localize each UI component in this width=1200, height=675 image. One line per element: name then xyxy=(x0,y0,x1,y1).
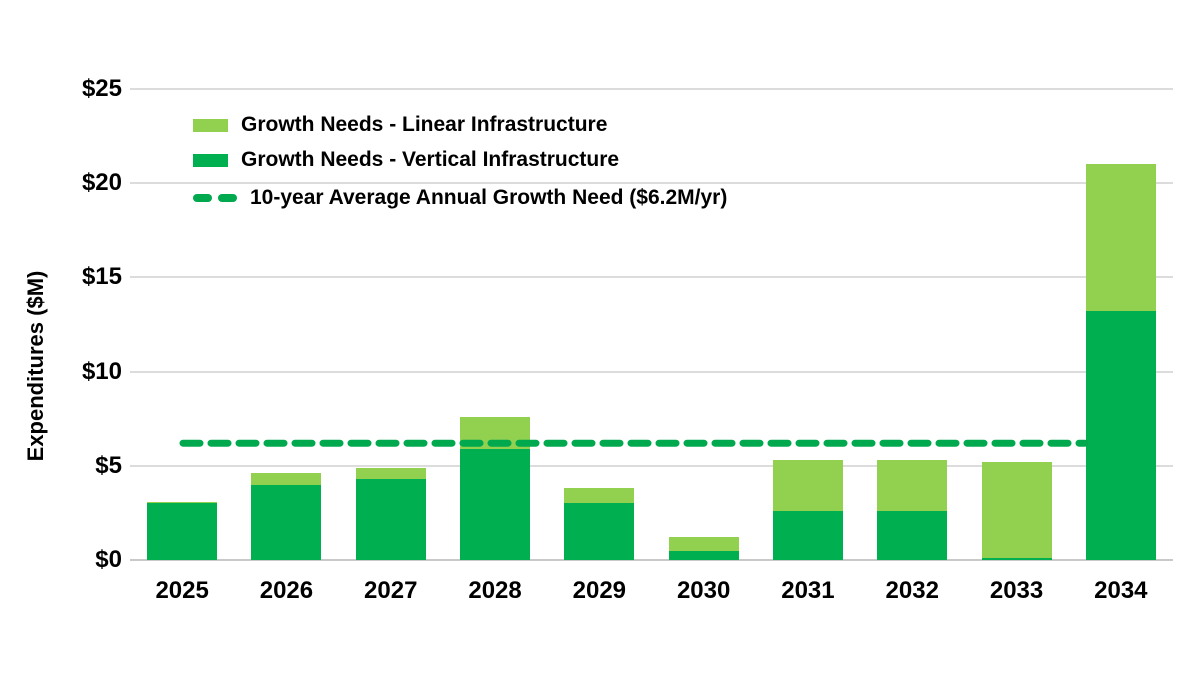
x-tick-label-2027: 2027 xyxy=(364,577,418,604)
x-tick-label-2026: 2026 xyxy=(259,577,314,604)
bar-2027-linear-segment xyxy=(355,467,426,479)
y-tick-label: $5 xyxy=(95,451,122,479)
x-tick-label-2025: 2025 xyxy=(155,577,209,604)
y-tick-label: $0 xyxy=(95,546,122,573)
bar-2030-linear-segment xyxy=(668,537,739,551)
bar-2031-linear-segment xyxy=(772,460,843,511)
bar-2033-linear-segment xyxy=(981,462,1052,559)
linear-series-swatch xyxy=(193,118,228,132)
bar-2025-vertical-segment xyxy=(147,503,218,560)
gridline-25 xyxy=(130,88,1173,90)
gridline-5 xyxy=(130,464,1173,467)
bar-2028-vertical-segment xyxy=(460,448,531,560)
y-tick-label: $15 xyxy=(81,263,122,291)
legend-item-average: 10-year Average Annual Growth Need ($6.2… xyxy=(193,185,727,211)
gridline-0 xyxy=(130,559,1173,561)
y-tick-label: $25 xyxy=(81,75,122,102)
legend-item-vertical: Growth Needs - Vertical Infrastructure xyxy=(193,147,619,173)
y-axis-title: Expenditures ($M) xyxy=(23,270,48,462)
bar-2029-linear-segment xyxy=(564,488,635,504)
x-tick-label-2031: 2031 xyxy=(781,577,835,604)
x-tick-label-2032: 2032 xyxy=(885,577,939,604)
legend-label-vertical: Growth Needs - Vertical Infrastructure xyxy=(241,148,620,171)
x-tick-label-2033: 2033 xyxy=(989,577,1044,604)
gridline-20 xyxy=(130,182,1173,185)
x-tick-label-2029: 2029 xyxy=(572,577,627,604)
legend-label-average: 10-year Average Annual Growth Need ($6.2… xyxy=(250,186,728,209)
x-tick-label-2034: 2034 xyxy=(1094,577,1148,604)
gridline-15 xyxy=(130,276,1173,279)
y-tick-label: $10 xyxy=(81,357,122,385)
legend-label-linear: Growth Needs - Linear Infrastructure xyxy=(241,113,608,136)
bar-2032-linear-segment xyxy=(877,460,948,511)
x-tick-label-2030: 2030 xyxy=(676,577,731,604)
bar-2034-vertical-segment xyxy=(1085,311,1156,560)
bar-2026-vertical-segment xyxy=(251,484,322,560)
bar-2028-linear-segment xyxy=(460,416,531,449)
bar-2030-vertical-segment xyxy=(668,550,739,560)
bar-2032-vertical-segment xyxy=(877,511,948,560)
bar-2033-vertical-segment xyxy=(981,558,1052,560)
bar-2031-vertical-segment xyxy=(772,511,843,560)
vertical-series-swatch xyxy=(193,153,228,167)
bar-2027-vertical-segment xyxy=(355,478,426,560)
bar-2025-linear-segment xyxy=(147,501,218,504)
bar-2029-vertical-segment xyxy=(564,503,635,560)
x-tick-label-2028: 2028 xyxy=(468,577,522,604)
gridline-10 xyxy=(130,370,1173,373)
legend-item-linear: Growth Needs - Linear Infrastructure xyxy=(193,112,607,138)
y-tick-label: $20 xyxy=(81,169,122,197)
average-line-swatch xyxy=(193,194,237,202)
bar-2034-linear-segment xyxy=(1085,164,1156,312)
bar-2026-linear-segment xyxy=(251,473,322,485)
